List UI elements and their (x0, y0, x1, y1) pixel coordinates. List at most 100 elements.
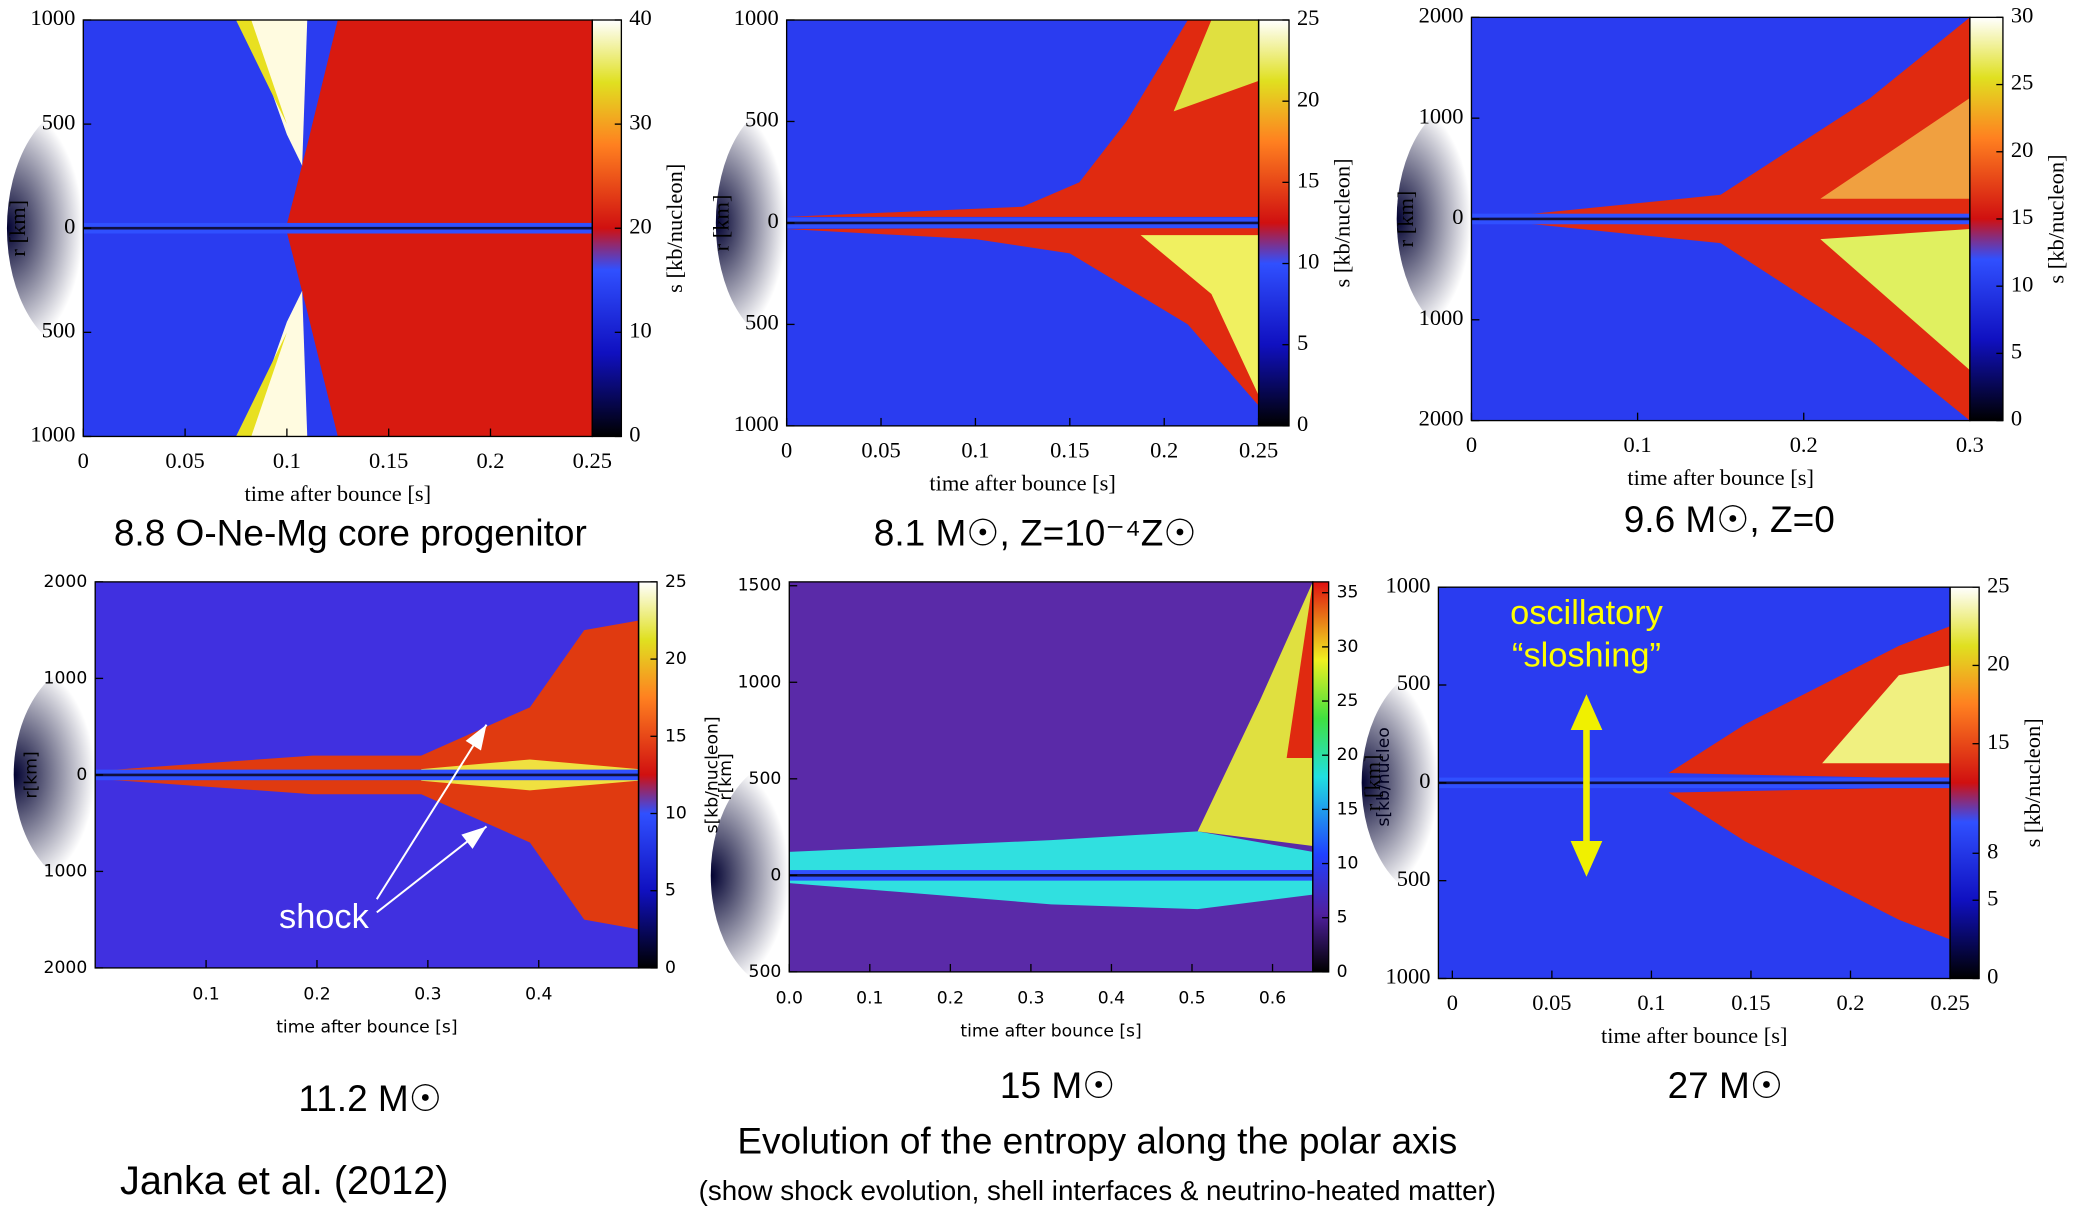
colorbar-label: s [kb/nucleon] (2044, 154, 2069, 283)
colorbar-tick-label: 10 (1297, 249, 1319, 274)
shock-arrow (375, 724, 488, 900)
colorbar (1949, 586, 1980, 980)
x-tick-label: 0 (78, 448, 89, 473)
x-tick-label: 0.2 (1790, 432, 1818, 457)
panel: 0 0.05 0.1 0.15 0.2 0.25 1000 500 0 500 1000 0 5 8 15 2… (1360, 572, 2045, 1106)
x-tick-label: 0.25 (1930, 990, 1969, 1015)
colorbar-tick-label: 5 (1337, 908, 1348, 928)
citation: Janka et al. (2012) (120, 1159, 448, 1203)
colorbar-tick-label: 10 (629, 317, 651, 342)
colorbar (637, 581, 658, 969)
colorbar-tick-label: 5 (1297, 330, 1308, 355)
y-tick-label: 1000 (734, 411, 779, 436)
entropy-region (95, 620, 639, 772)
y-tick-label: 0 (64, 213, 75, 238)
y-tick-label: 500 (1397, 866, 1431, 891)
y-tick-label: 500 (745, 310, 779, 335)
colorbar-tick-label: 25 (665, 572, 687, 592)
colorbar-tick-label: 0 (665, 958, 676, 978)
entropy-region (286, 20, 593, 225)
entropy-region (1173, 20, 1259, 112)
colorbar-tick-label: 25 (1297, 5, 1319, 30)
x-axis-label: time after bounce [s] (960, 1021, 1141, 1041)
entropy-region (1521, 17, 1970, 215)
y-tick-label: 500 (745, 107, 779, 132)
panel: 0 0.05 0.1 0.15 0.2 0.25100050005001000051015… (708, 5, 1354, 553)
plot-frame (788, 581, 1314, 973)
y-axis-label: r [km] (5, 200, 30, 257)
colorbar-tick-label: 20 (2011, 137, 2033, 162)
colorbar-tick-label: 0 (1987, 964, 1998, 989)
x-tick-label: 0.2 (303, 984, 330, 1004)
colorbar-tick-label: 20 (1987, 651, 2009, 676)
shock-arrowhead (465, 724, 487, 751)
y-tick-label: 1000 (1419, 305, 1464, 330)
y-tick-label: 2000 (1419, 406, 1464, 431)
entropy-region (786, 20, 1259, 217)
panel: 0 0.05 0.1 0.15 0.2 0.25100050005001000010203… (5, 5, 687, 553)
x-tick-label: 0.1 (1624, 432, 1652, 457)
colorbar-tick-label: 0 (1337, 962, 1348, 982)
y-tick-label: 0 (1419, 768, 1430, 793)
colorbar-tick-label: 8 (1987, 838, 1998, 863)
y-axis-label: r[km] (22, 751, 42, 798)
y-tick-label: 0 (1452, 204, 1463, 229)
colorbar-tick-label: 15 (1987, 729, 2009, 754)
footer-title: Evolution of the entropy along the polar… (737, 1120, 1457, 1162)
y-tick-label: 0 (767, 208, 778, 233)
x-tick-label: 0.15 (1731, 990, 1770, 1015)
x-tick-label: 0.2 (937, 988, 964, 1008)
y-tick-label: 1500 (738, 576, 782, 596)
entropy-region (286, 232, 593, 437)
colorbar-tick-label: 0 (1297, 411, 1308, 436)
x-axis-label: time after bounce [s] (276, 1017, 457, 1037)
entropy-region (235, 20, 287, 125)
x-tick-label: 0.3 (1956, 432, 1984, 457)
x-tick-label: 0.3 (414, 984, 441, 1004)
colorbar (1312, 581, 1330, 973)
entropy-region (786, 226, 1259, 406)
colorbar-tick-label: 10 (2011, 271, 2033, 296)
entropy-region (1820, 229, 1970, 371)
y-tick-label: 0 (76, 765, 87, 785)
y-tick-label: 1000 (44, 861, 88, 881)
y-tick-label: 500 (749, 962, 782, 982)
colorbar-tick-label: 15 (2011, 204, 2033, 229)
x-tick-label: 0.4 (1098, 988, 1125, 1008)
x-tick-label: 0 (1466, 432, 1477, 457)
sloshing-arrowhead (1570, 841, 1603, 877)
x-axis-label: time after bounce [s] (1601, 1023, 1788, 1048)
x-tick-label: 0.25 (573, 448, 612, 473)
y-axis-label: r[km] (716, 753, 736, 800)
colorbar-tick-label: 20 (1297, 86, 1319, 111)
y-tick-label: 1000 (1386, 964, 1431, 989)
colorbar-tick-label: 25 (1987, 572, 2009, 597)
y-tick-label: 1000 (44, 668, 88, 688)
y-tick-label: 500 (749, 769, 782, 789)
x-tick-label: 0.2 (476, 448, 504, 473)
panel-caption: 8.1 M☉, Z=10⁻⁴Z☉ (874, 511, 1197, 553)
colorbar-tick-label: 20 (665, 649, 687, 669)
entropy-region (1197, 581, 1313, 847)
colorbar-tick-label: 30 (629, 109, 651, 134)
y-tick-label: 1000 (1419, 103, 1464, 128)
colorbar-tick-label: 20 (629, 213, 651, 238)
y-tick-label: 2000 (1419, 3, 1464, 28)
colorbar-tick-label: 15 (665, 726, 687, 746)
y-axis-label: r [km] (1393, 191, 1418, 248)
colorbar-label: s [kb/nucleon] (662, 164, 687, 293)
x-tick-label: 0.25 (1239, 437, 1278, 462)
colorbar-tick-label: 0 (629, 422, 640, 447)
colorbar-label: s [kb/nucleon] (2020, 718, 2045, 847)
y-tick-label: 2000 (44, 958, 88, 978)
colorbar-tick-label: 35 (1337, 583, 1359, 603)
colorbar-tick-label: 0 (2011, 406, 2022, 431)
colorbar-tick-label: 5 (665, 881, 676, 901)
sloshing-arrowhead (1570, 694, 1603, 730)
panel: 0.1 0.2 0.3 0.4 2000 1000 0 1000 2000 0 5 10 15 20 25 t… (13, 572, 723, 1119)
panel-caption: 15 M☉ (1000, 1064, 1115, 1106)
entropy-region (1668, 786, 1951, 940)
y-tick-label: 1000 (30, 422, 75, 447)
